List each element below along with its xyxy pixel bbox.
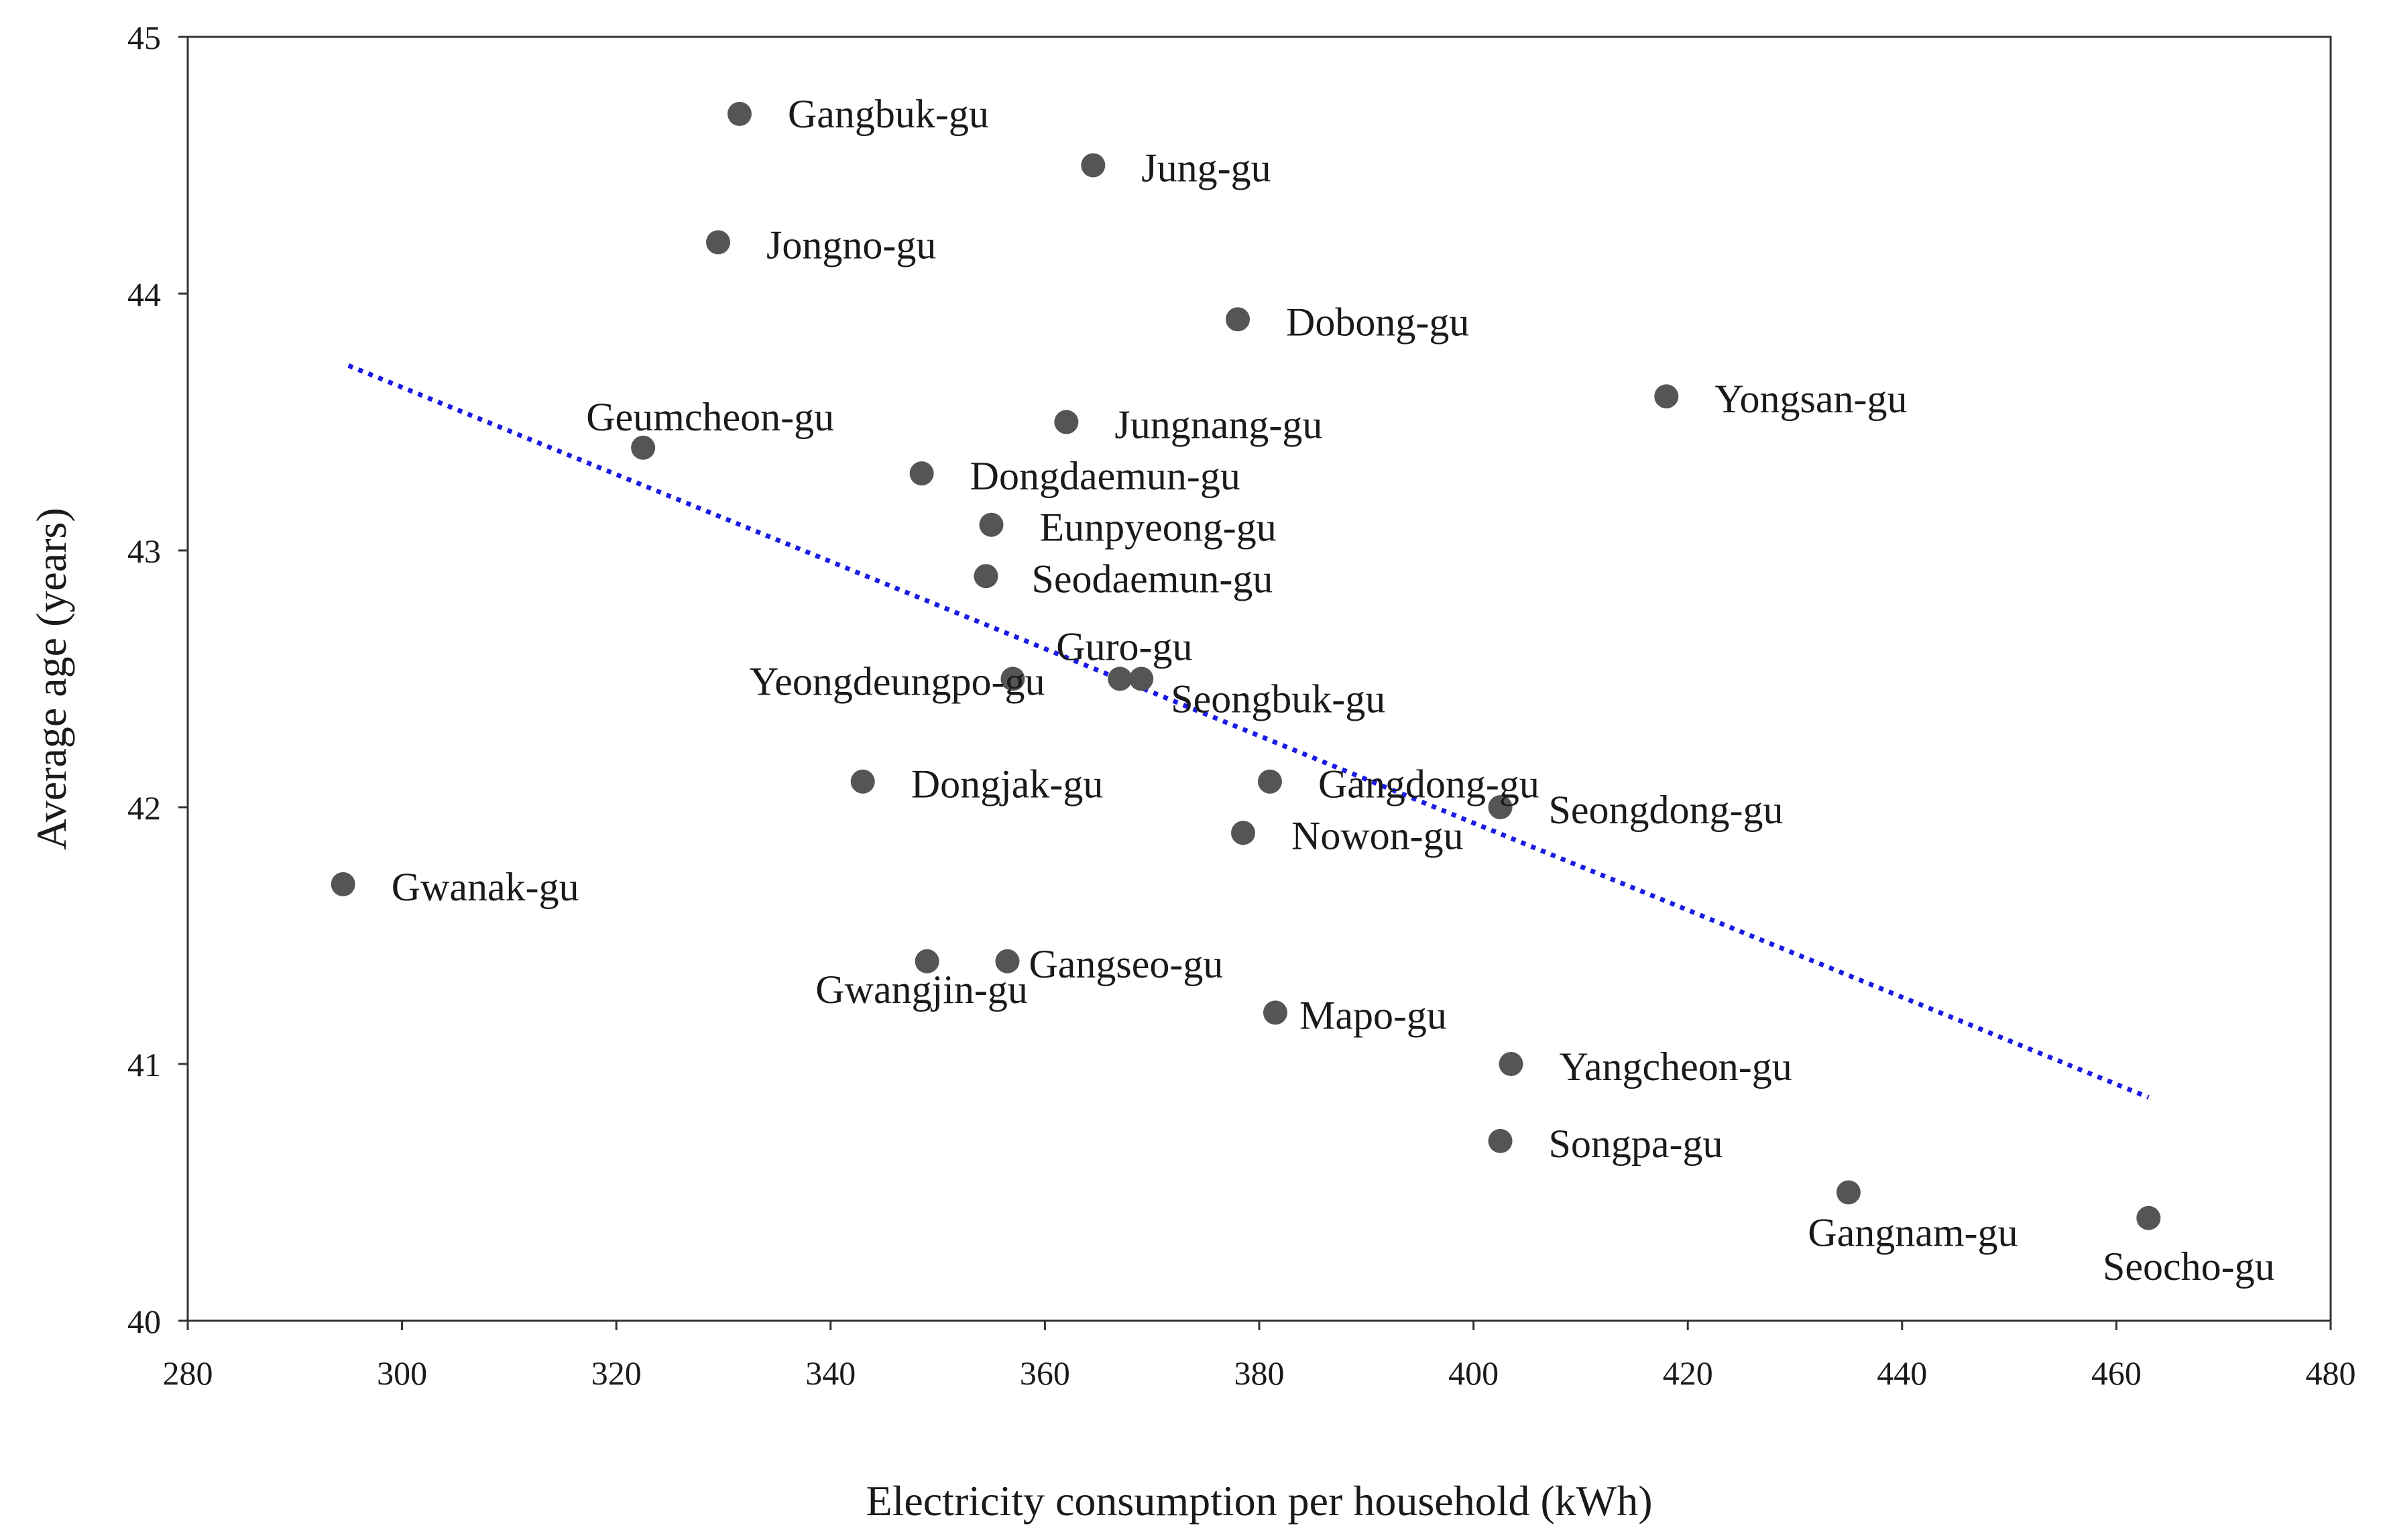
data-point xyxy=(1129,666,1154,691)
data-point xyxy=(1499,1052,1523,1076)
x-axis-ticks: 280 300 320 340 360 380 400 420 440 460 480 xyxy=(163,1321,2356,1392)
data-label: Seongdong-gu xyxy=(1549,788,1784,832)
x-tick-label: 360 xyxy=(1020,1354,1070,1392)
data-point xyxy=(974,564,998,589)
data-labels: Gangbuk-gu Jung-gu Jongno-gu Dobong-gu Yongs… xyxy=(392,92,2275,1289)
x-tick-label: 300 xyxy=(377,1354,427,1392)
y-tick-label: 45 xyxy=(127,19,161,56)
data-point xyxy=(727,101,752,126)
data-label: Jung-gu xyxy=(1141,146,1271,190)
x-tick-label: 280 xyxy=(163,1354,213,1392)
data-label: Gangnam-gu xyxy=(1808,1211,2018,1255)
data-point xyxy=(631,435,656,460)
data-label: Nowon-gu xyxy=(1291,813,1464,857)
data-label: Gangseo-gu xyxy=(1029,942,1223,986)
data-label: Gwangjin-gu xyxy=(815,967,1028,1012)
data-point xyxy=(1231,821,1256,845)
x-tick-label: 380 xyxy=(1234,1354,1285,1392)
data-point xyxy=(1488,795,1513,819)
data-label: Mapo-gu xyxy=(1299,993,1447,1037)
data-label: Yangcheon-gu xyxy=(1560,1045,1792,1089)
data-label: Gangdong-gu xyxy=(1318,762,1539,807)
y-tick-label: 43 xyxy=(127,532,161,570)
x-tick-label: 460 xyxy=(2091,1354,2142,1392)
data-point xyxy=(1488,1128,1513,1153)
x-tick-label: 480 xyxy=(2306,1354,2356,1392)
data-point xyxy=(1081,153,1106,178)
data-point xyxy=(850,769,875,794)
trendline xyxy=(347,363,2150,1100)
data-point xyxy=(995,949,1020,973)
data-label: Jongno-gu xyxy=(766,223,936,267)
y-tick-label: 44 xyxy=(127,276,161,313)
data-point xyxy=(909,461,934,486)
data-label: Jungnang-gu xyxy=(1114,403,1322,447)
data-label: Guro-gu xyxy=(1056,625,1192,669)
data-label: Gangbuk-gu xyxy=(788,92,989,136)
data-label: Dobong-gu xyxy=(1286,300,1469,344)
data-point xyxy=(706,230,731,255)
data-point xyxy=(1836,1180,1861,1205)
y-tick-label: 42 xyxy=(127,789,161,827)
x-tick-label: 400 xyxy=(1448,1354,1499,1392)
data-point xyxy=(1654,384,1679,409)
y-axis-ticks: 40 41 42 43 44 45 xyxy=(127,19,188,1340)
x-axis-title: Electricity consumption per household (k… xyxy=(866,1477,1652,1525)
x-tick-label: 340 xyxy=(805,1354,856,1392)
data-label: Yeongdeungpo-gu xyxy=(750,660,1045,704)
data-label: Geumcheon-gu xyxy=(586,395,834,439)
data-point xyxy=(1054,410,1079,434)
data-point xyxy=(915,949,939,973)
data-label: Dongdaemun-gu xyxy=(970,454,1240,498)
data-point xyxy=(1257,769,1282,794)
x-tick-label: 440 xyxy=(1877,1354,1927,1392)
data-label: Seocho-gu xyxy=(2103,1244,2275,1289)
data-label: Seodaemun-gu xyxy=(1032,556,1273,601)
y-tick-label: 41 xyxy=(127,1046,161,1083)
data-point xyxy=(979,512,1004,537)
data-label: Yongsan-gu xyxy=(1714,377,1907,421)
data-label: Dongjak-gu xyxy=(911,762,1104,807)
data-label: Seongbuk-gu xyxy=(1171,677,1385,721)
y-tick-label: 40 xyxy=(127,1303,161,1340)
data-point xyxy=(1000,666,1025,691)
x-tick-label: 320 xyxy=(591,1354,642,1392)
x-tick-label: 420 xyxy=(1663,1354,1713,1392)
data-label: Songpa-gu xyxy=(1549,1122,1723,1166)
data-label: Eunpyeong-gu xyxy=(1040,506,1277,550)
y-axis-title: Average age (years) xyxy=(27,508,75,849)
data-label: Gwanak-gu xyxy=(392,865,579,909)
data-point xyxy=(331,872,355,896)
data-point xyxy=(1226,307,1250,332)
data-point xyxy=(1263,1000,1287,1025)
data-point xyxy=(2136,1205,2161,1230)
data-points xyxy=(331,101,2161,1230)
data-point xyxy=(1108,666,1132,691)
